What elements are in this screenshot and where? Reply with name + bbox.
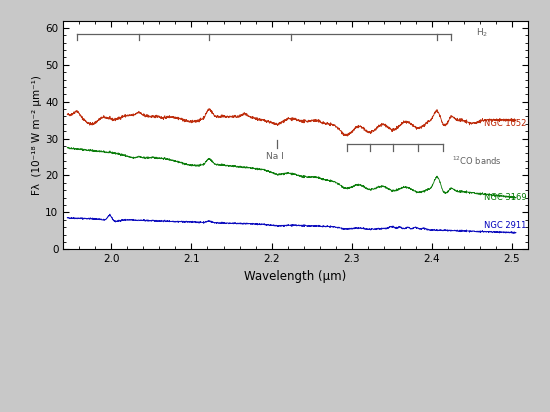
Text: Na I: Na I [266, 152, 284, 161]
Text: NGC 1052: NGC 1052 [484, 119, 526, 129]
X-axis label: Wavelength (μm): Wavelength (μm) [245, 270, 346, 283]
Text: NGC 2911: NGC 2911 [484, 221, 526, 230]
Y-axis label: Fλ  (10⁻¹⁸ W m⁻² μm⁻¹): Fλ (10⁻¹⁸ W m⁻² μm⁻¹) [32, 75, 42, 195]
Text: $^{12}$CO bands: $^{12}$CO bands [452, 154, 502, 166]
Text: NGC 3169: NGC 3169 [484, 193, 526, 202]
Text: H$_2$: H$_2$ [476, 26, 488, 39]
